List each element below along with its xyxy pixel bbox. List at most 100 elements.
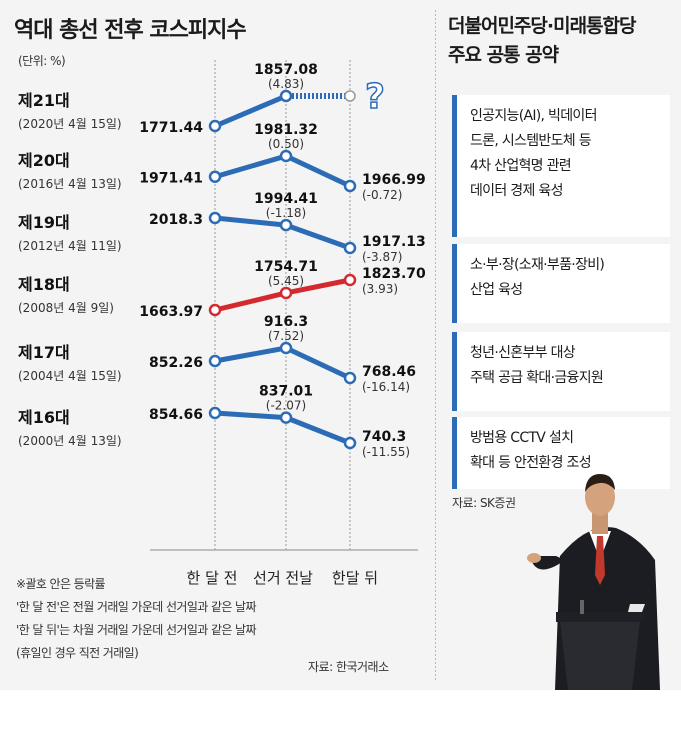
value-label: 852.26 xyxy=(149,355,203,371)
x-tick-label: 한달 뒤 xyxy=(332,569,378,587)
value-label: 2018.3 xyxy=(149,212,203,228)
pledge-line: 방범용 CCTV 설치 xyxy=(470,430,574,446)
change-label: (0.50) xyxy=(268,137,304,151)
footnote: ※괄호 안은 등락률 xyxy=(16,577,106,591)
data-point-marker xyxy=(343,436,357,450)
value-label: 916.3 xyxy=(264,314,308,330)
change-label: (5.45) xyxy=(268,274,304,288)
pledges-source: 자료: SK증권 xyxy=(452,496,516,510)
x-tick-label: 선거 전날 xyxy=(253,569,313,587)
pledge-line: 주택 공급 확대·금융지원 xyxy=(470,370,604,386)
series-line xyxy=(283,345,353,381)
data-point-marker xyxy=(208,406,222,420)
value-label: 1857.08 xyxy=(254,62,318,78)
series-date: (2004년 4월 15일) xyxy=(18,369,122,383)
data-point-marker xyxy=(208,211,222,225)
change-label: (4.83) xyxy=(268,77,304,91)
value-label: 1981.32 xyxy=(254,122,318,138)
pledge-box-materials: 소·부·장(소재·부품·장비) 산업 육성 xyxy=(452,244,670,323)
change-label: (-0.72) xyxy=(362,188,402,202)
data-point-marker xyxy=(208,354,222,368)
data-point-marker xyxy=(343,241,357,255)
pledge-box-ai: 인공지능(AI), 빅데이터 드론, 시스템반도체 등 4차 산업혁명 관련 데… xyxy=(452,95,670,237)
series-line xyxy=(212,153,289,180)
data-point-marker xyxy=(208,170,222,183)
value-label: 1917.13 xyxy=(362,234,426,250)
pledge-box-housing: 청년·신혼부부 대상 주택 공급 확대·금융지원 xyxy=(452,332,670,411)
series-line xyxy=(212,215,289,228)
x-tick-label: 한 달 전 xyxy=(187,569,238,587)
data-point-marker xyxy=(279,341,293,355)
chart-title: 역대 총선 전후 코스피지수 xyxy=(14,18,247,43)
footnote: (휴일인 경우 직전 거래일) xyxy=(16,646,139,660)
change-label: (-2.07) xyxy=(266,399,306,413)
change-label: (-1.18) xyxy=(266,206,306,220)
data-point-marker xyxy=(343,273,357,287)
change-label: (-3.87) xyxy=(362,250,402,264)
pledge-line: 청년·신혼부부 대상 xyxy=(470,345,576,361)
series-line xyxy=(283,415,353,446)
data-point-marker xyxy=(279,218,293,232)
column-divider xyxy=(435,10,436,680)
series-name: 제20대 xyxy=(18,151,70,170)
series-date: (2012년 4월 11일) xyxy=(18,239,122,253)
series-name: 제16대 xyxy=(18,408,70,427)
value-label: 1663.97 xyxy=(139,304,203,320)
series-line xyxy=(212,290,289,313)
data-point-marker xyxy=(344,90,356,102)
series-name: 제19대 xyxy=(18,213,70,232)
series-line xyxy=(283,153,353,189)
unit-label: (단위: %) xyxy=(18,54,66,68)
series-date: (2000년 4월 13일) xyxy=(18,434,122,448)
data-point-marker xyxy=(208,119,222,133)
data-point-marker xyxy=(279,411,293,424)
data-point-marker xyxy=(279,149,293,163)
value-label: 1971.41 xyxy=(139,171,203,187)
pledges-title: 더불어민주당·미래통합당 주요 공통 공약 xyxy=(448,12,636,70)
pledge-line: 소·부·장(소재·부품·장비) xyxy=(470,257,605,273)
value-label: 1966.99 xyxy=(362,172,426,188)
data-point-marker xyxy=(279,286,293,300)
pledge-box-safety: 방범용 CCTV 설치 확대 등 안전환경 조성 xyxy=(452,417,670,489)
series-name: 제17대 xyxy=(18,343,70,362)
change-label: (-11.55) xyxy=(362,445,410,459)
footnotes: ※괄호 안은 등락률 '한 달 전'은 전월 거래일 가운데 선거일과 같은 날… xyxy=(16,573,257,665)
value-label: 837.01 xyxy=(259,384,313,400)
series-date: (2016년 4월 13일) xyxy=(18,177,122,191)
value-label: 768.46 xyxy=(362,364,416,380)
pledge-line: 드론, 시스템반도체 등 xyxy=(470,133,592,149)
pledge-line: 데이터 경제 육성 xyxy=(470,183,563,199)
data-point-marker xyxy=(208,303,222,317)
value-label: 1754.71 xyxy=(254,259,318,275)
series-name: 제21대 xyxy=(18,91,70,110)
series-line xyxy=(212,345,289,364)
change-label: (-16.14) xyxy=(362,380,410,394)
series-line xyxy=(212,410,289,421)
footnote: '한 달 뒤'는 차월 거래일 가운데 선거일과 같은 날짜 xyxy=(16,623,257,637)
series-date: (2020년 4월 15일) xyxy=(18,117,122,131)
kospi-chart: 한 달 전 선거 전날 한달 뒤 제21대 (2020년 4월 15일)? 1771.44… xyxy=(18,60,426,587)
value-label: 740.3 xyxy=(362,429,406,445)
series-line xyxy=(212,93,289,129)
chart-source: 자료: 한국거래소 xyxy=(308,660,389,674)
series-name: 제18대 xyxy=(18,275,70,294)
footnote: '한 달 전'은 전월 거래일 가운데 선거일과 같은 날짜 xyxy=(16,600,257,614)
value-label: 854.66 xyxy=(149,407,203,423)
pledges-title-line: 주요 공통 공약 xyxy=(448,44,559,66)
value-label: 1994.41 xyxy=(254,191,318,207)
change-label: (7.52) xyxy=(268,329,304,343)
pledge-line: 확대 등 안전환경 조성 xyxy=(470,455,592,471)
question-mark: ? xyxy=(365,77,385,117)
series-line xyxy=(283,277,353,296)
pledges-title-line: 더불어민주당·미래통합당 xyxy=(448,15,636,37)
data-point-marker xyxy=(343,371,357,385)
pledge-line: 산업 육성 xyxy=(470,282,523,298)
data-point-marker xyxy=(279,89,293,103)
pledge-line: 인공지능(AI), 빅데이터 xyxy=(470,108,597,124)
series-line xyxy=(283,222,353,251)
data-point-marker xyxy=(343,179,357,193)
series-date: (2008년 4월 9일) xyxy=(18,301,114,315)
change-label: (3.93) xyxy=(362,282,398,296)
pledge-line: 4차 산업혁명 관련 xyxy=(470,158,572,174)
